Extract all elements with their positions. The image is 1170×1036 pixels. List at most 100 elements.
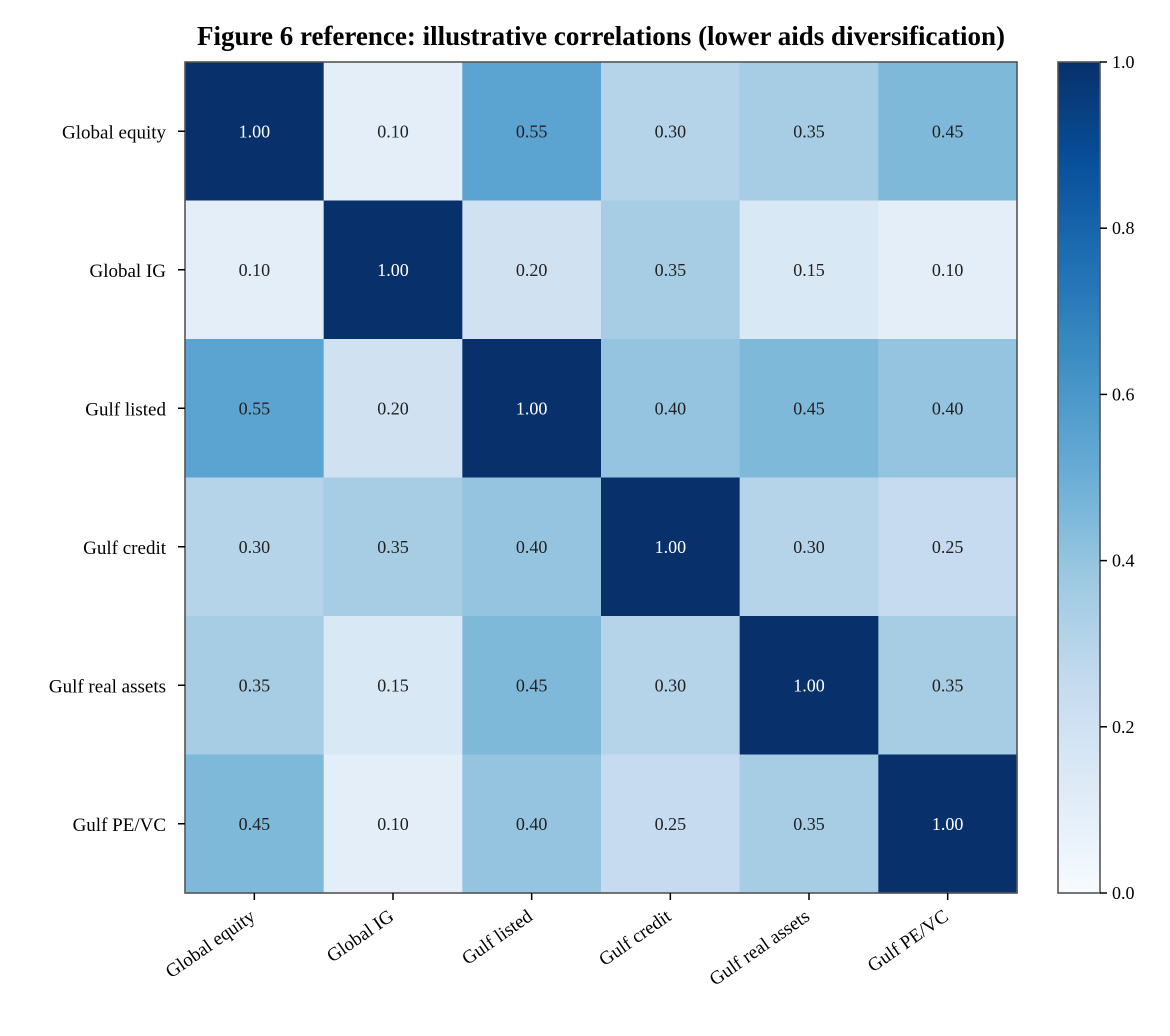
cell-value-label: 0.30 (655, 121, 687, 141)
cell-value-label: 0.35 (655, 260, 687, 280)
cell-value-label: 0.35 (932, 675, 964, 695)
colorbar-frame (1057, 61, 1101, 894)
heatmap-cell (462, 339, 602, 479)
heatmap-cell (878, 616, 1018, 756)
x-tick-label: Gulf real assets (706, 906, 814, 990)
heatmap-cell (323, 477, 463, 617)
cell-value-label: 0.15 (377, 675, 409, 695)
heatmap-cell (601, 200, 741, 340)
heatmap-cell (878, 200, 1018, 340)
heatmap-cell (739, 616, 879, 756)
heatmap-cells (185, 62, 1018, 894)
heatmap-cell (601, 62, 741, 202)
cell-value-label: 1.00 (655, 537, 687, 557)
cell-value-label: 0.30 (793, 537, 825, 557)
cell-value-label: 1.00 (239, 121, 271, 141)
colorbar: 0.0 0.2 0.4 0.6 0.8 1.0 (1057, 52, 1135, 903)
x-tick-label: Global equity (162, 906, 260, 983)
plot-frame (184, 61, 1018, 894)
y-axis: Global equity Global IG Gulf listed Gulf cr… (49, 122, 185, 836)
cell-value-label: 0.20 (377, 398, 409, 418)
heatmap-cell (739, 754, 879, 894)
cell-value-label: 0.30 (239, 537, 271, 557)
heatmap-cell (739, 339, 879, 479)
cell-value-label: 1.00 (793, 675, 825, 695)
y-tick-label: Gulf listed (85, 399, 166, 420)
cell-value-label: 0.40 (516, 814, 548, 834)
heatmap-cell (185, 62, 325, 202)
cell-value-label: 0.30 (655, 675, 687, 695)
cell-value-label: 0.10 (932, 260, 964, 280)
x-tick-label: Gulf listed (458, 906, 537, 970)
heatmap-cell (739, 62, 879, 202)
colorbar-tick-label: 0.6 (1112, 384, 1135, 404)
cell-value-label: 0.45 (516, 675, 548, 695)
colorbar-tick-label: 0.0 (1112, 883, 1135, 903)
heatmap-cell (739, 200, 879, 340)
heatmap-cell (878, 477, 1018, 617)
heatmap-cell (462, 200, 602, 340)
cell-value-label: 0.10 (377, 121, 409, 141)
heatmap-cell (739, 477, 879, 617)
heatmap-cell (601, 339, 741, 479)
heatmap-cell (185, 616, 325, 756)
cell-value-label: 0.25 (655, 814, 687, 834)
heatmap-cell (185, 200, 325, 340)
cell-value-label: 0.20 (516, 260, 548, 280)
cell-value-label: 0.55 (239, 398, 271, 418)
cell-value-label: 0.40 (516, 537, 548, 557)
cell-value-label: 0.45 (793, 398, 825, 418)
heatmap-cell (185, 754, 325, 894)
cell-value-label: 0.10 (377, 814, 409, 834)
cell-value-label: 0.35 (239, 675, 271, 695)
heatmap-cell (323, 339, 463, 479)
colorbar-gradient (1058, 62, 1100, 893)
cell-value-label: 0.45 (932, 121, 964, 141)
heatmap-cell (601, 477, 741, 617)
heatmap-cell (323, 616, 463, 756)
y-tick-label: Gulf credit (83, 538, 167, 559)
heatmap-cell (462, 477, 602, 617)
heatmap-cell (878, 62, 1018, 202)
cell-value-label: 1.00 (377, 260, 409, 280)
cell-value-label: 0.40 (655, 398, 687, 418)
heatmap-cell (878, 339, 1018, 479)
colorbar-ticks: 0.0 0.2 0.4 0.6 0.8 1.0 (1100, 52, 1135, 903)
heatmap-cell (462, 62, 602, 202)
cell-value-label: 0.25 (932, 537, 964, 557)
heatmap-cell (462, 754, 602, 894)
heatmap-cell (323, 62, 463, 202)
x-tick-label: Global IG (323, 906, 398, 967)
y-tick-label: Gulf PE/VC (73, 815, 166, 836)
chart-title: Figure 6 reference: illustrative correla… (197, 21, 1005, 51)
y-tick-label: Global equity (62, 122, 166, 143)
heatmap-cell (185, 477, 325, 617)
heatmap-cell (323, 754, 463, 894)
cell-value-label: 0.45 (239, 814, 271, 834)
heatmap-cell (185, 339, 325, 479)
heatmap-cell (601, 616, 741, 756)
colorbar-tick-label: 0.8 (1112, 218, 1135, 238)
heatmap-cell (323, 200, 463, 340)
cell-value-label: 0.55 (516, 121, 548, 141)
colorbar-tick-label: 0.2 (1112, 717, 1135, 737)
cell-value-label: 0.35 (793, 814, 825, 834)
heatmap-cell (601, 754, 741, 894)
cell-value-label: 0.40 (932, 398, 964, 418)
x-axis: Global equity Global IG Gulf listed Gulf cr… (162, 893, 953, 990)
cell-value-label: 0.35 (377, 537, 409, 557)
cell-labels: 1.00 0.10 0.55 0.30 0.35 0.45 0.10 1.00 0.20 0.35… (239, 121, 964, 834)
y-tick-label: Global IG (89, 261, 166, 282)
colorbar-tick-label: 1.0 (1112, 52, 1135, 72)
cell-value-label: 0.10 (239, 260, 271, 280)
y-tick-label: Gulf real assets (49, 676, 166, 697)
heatmap-cell (878, 754, 1018, 894)
cell-value-label: 1.00 (932, 814, 964, 834)
heatmap-cell (462, 616, 602, 756)
cell-value-label: 1.00 (516, 398, 548, 418)
x-tick-label: Gulf PE/VC (864, 906, 953, 977)
x-tick-label: Gulf credit (595, 905, 675, 970)
colorbar-tick-label: 0.4 (1112, 551, 1135, 571)
cell-value-label: 0.15 (793, 260, 825, 280)
